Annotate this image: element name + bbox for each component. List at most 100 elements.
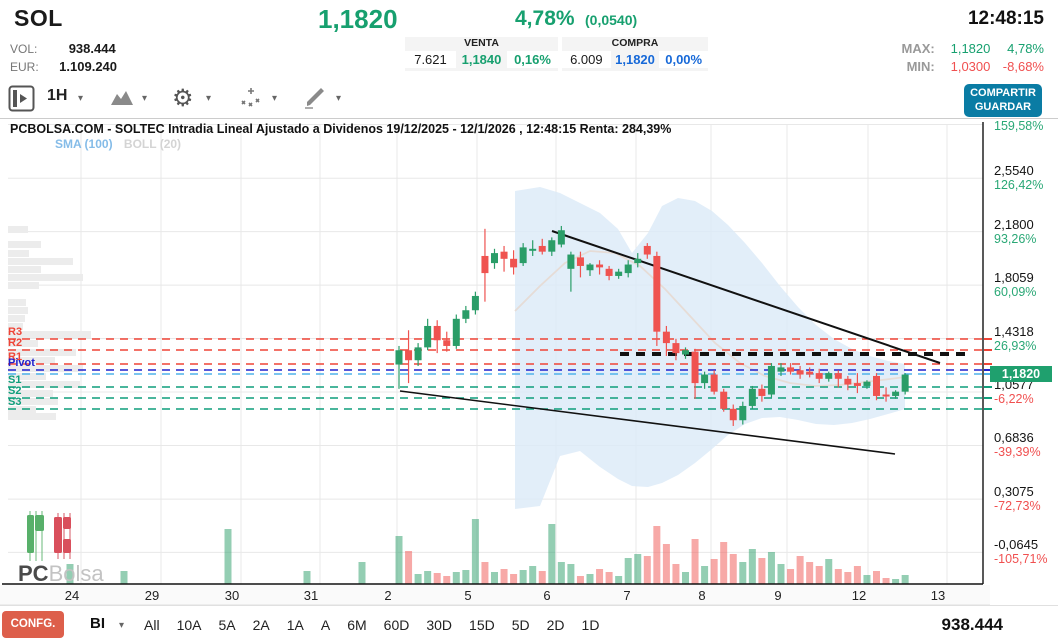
timeframe-all[interactable]: All (144, 617, 160, 633)
pivot-label-r3: R3 (8, 326, 23, 338)
eur-label: EUR: (10, 60, 39, 74)
max-label: MAX: (901, 41, 935, 56)
timeframe-list: All 10A 5A 2A 1A A 6M 60D 30D 15D 5D 2D 1D (144, 617, 599, 633)
y-axis-pct-label: 60,09% (994, 285, 1037, 300)
x-axis-day-label: 5 (464, 588, 472, 603)
x-axis-day-label: 8 (698, 588, 706, 603)
compra-title: COMPRA (611, 37, 659, 49)
chart-title: PCBOLSA.COM - SOLTEC Intradia Lineal Aju… (10, 122, 672, 136)
pcbolsa-logo (26, 511, 82, 566)
pivot-label-r1: R1 (8, 351, 23, 363)
x-axis-day-label: 30 (224, 588, 240, 603)
max-pct: 4,78% (1007, 41, 1044, 56)
x-axis-day-label: 29 (144, 588, 160, 603)
volume-profile-layer (8, 226, 91, 420)
caret-down-icon[interactable]: ▾ (206, 93, 212, 104)
y-axis-pct-label: 126,42% (994, 178, 1044, 193)
chart-region: PCBOLSA.COM - SOLTEC Intradia Lineal Aju… (0, 118, 1058, 606)
y-axis-price-label: -0,0645 (994, 537, 1039, 553)
timeframe-5a[interactable]: 5A (218, 617, 236, 633)
vol-label: VOL: (10, 42, 38, 56)
x-axis-day-label: 6 (543, 588, 551, 603)
symbol-name: SOL (14, 5, 63, 31)
pct-change: 4,78% (515, 7, 575, 30)
timeframe-5d[interactable]: 5D (511, 617, 530, 633)
y-axis-price-label: 2,1800 (994, 216, 1034, 232)
trendline-lower (399, 390, 896, 455)
timeframe-6m[interactable]: 6M (347, 617, 367, 633)
scatter-plus-icon[interactable] (240, 87, 262, 114)
bottom-toolbar: CONFG. BI ▾ All 10A 5A 2A 1A A 6M 60D 30D 15D 5D 2D 1… (0, 605, 1058, 644)
vol-value: 938.444 (68, 41, 116, 56)
min-label: MIN: (906, 59, 935, 74)
eur-row: EUR: 1.109.240 (10, 59, 117, 74)
timeframe-15d[interactable]: 15D (469, 617, 495, 633)
y-axis-pct-label: -105,71% (994, 552, 1048, 567)
venta-qty: 7.621 (405, 51, 456, 68)
pencil-icon[interactable] (304, 87, 328, 114)
x-axis-day-label: 13 (930, 588, 946, 603)
caret-down-icon[interactable]: ▾ (272, 93, 278, 104)
volume-bars-layer (66, 519, 909, 584)
price-chart-canvas[interactable] (0, 119, 1058, 606)
x-axis-day-label: 2 (384, 588, 392, 603)
current-price-badge: 1,1820 (990, 366, 1052, 383)
compra-qty: 6.009 (562, 51, 611, 68)
y-axis-pct-label: -72,73% (994, 499, 1041, 514)
timeframe-a[interactable]: A (320, 617, 331, 633)
volume-row: VOL: 938.444 (10, 41, 116, 56)
pcbolsa-logo-text: PCBolsa (18, 561, 104, 587)
gear-icon[interactable]: ⚙ (172, 85, 194, 112)
legend-sma[interactable]: SMA (100) (55, 137, 113, 151)
eur-value: 1.109.240 (59, 59, 118, 74)
trendline-upper (551, 230, 941, 364)
abs-change: (0,0540) (585, 12, 638, 28)
y-axis-price-label: 2,5540 (994, 163, 1034, 179)
x-axis-day-label: 9 (774, 588, 782, 603)
pivot-label-pivot: Pivot (8, 357, 35, 369)
min-pct: -8,68% (1002, 59, 1044, 74)
timeframe-2a[interactable]: 2A (252, 617, 270, 633)
timeframe-60d[interactable]: 60D (383, 617, 410, 633)
y-axis-price-label: 1,8059 (994, 270, 1034, 286)
venta-orderbook: VENTA 7.621 1,1840 0,16% (405, 37, 558, 71)
interval-selector[interactable]: 1H (47, 87, 68, 104)
pivot-label-s1: S1 (8, 374, 22, 386)
venta-title: VENTA (464, 37, 499, 49)
timeframe-10a[interactable]: 10A (176, 617, 202, 633)
price-change: 4,78% (0,0540) (515, 7, 637, 31)
max-row: MAX: 1,1820 4,78% (902, 41, 1044, 56)
share-label: COMPARTIR (970, 87, 1036, 99)
share-save-button[interactable]: COMPARTIR GUARDAR (964, 84, 1042, 117)
timeframe-1d[interactable]: 1D (581, 617, 600, 633)
y-axis-pct-label: 26,93% (994, 338, 1037, 353)
exchange-selector[interactable]: BI ▾ (90, 615, 124, 632)
bollinger-band (515, 187, 905, 509)
x-axis-day-label: 31 (303, 588, 319, 603)
trendlines-layer (399, 230, 965, 455)
caret-down-icon[interactable]: ▾ (78, 93, 84, 104)
y-axis-price-label: 0,6836 (994, 430, 1034, 446)
caret-down-icon[interactable]: ▾ (336, 93, 342, 104)
x-axis-day-label: 7 (623, 588, 631, 603)
venta-price: 1,1840 (461, 52, 502, 67)
indicator-legend: SMA (100) BOLL (20) (55, 137, 181, 151)
pivot-label-r2: R2 (8, 337, 23, 349)
sidebar-toggle-icon[interactable] (8, 85, 35, 117)
logo-pc: PC (18, 561, 49, 586)
legend-boll[interactable]: BOLL (20) (123, 137, 182, 151)
y-axis-price-label: 0,3075 (994, 484, 1034, 500)
area-chart-icon[interactable] (110, 88, 134, 111)
config-button[interactable]: CONFG. (2, 611, 64, 638)
timeframe-30d[interactable]: 30D (426, 617, 453, 633)
max-price: 1,1820 (950, 41, 991, 56)
y-axis-pct-label: -39,39% (994, 445, 1041, 460)
caret-down-icon[interactable]: ▾ (142, 93, 148, 104)
caret-down-icon[interactable]: ▾ (119, 620, 125, 631)
timeframe-2d[interactable]: 2D (546, 617, 565, 633)
clock: 12:48:15 (967, 8, 1044, 29)
min-row: MIN: 1,0300 -8,68% (907, 59, 1044, 74)
compra-pct: 0,00% (659, 51, 709, 68)
timeframe-1a[interactable]: 1A (286, 617, 304, 633)
y-axis-pct-label: -6,22% (994, 392, 1034, 406)
